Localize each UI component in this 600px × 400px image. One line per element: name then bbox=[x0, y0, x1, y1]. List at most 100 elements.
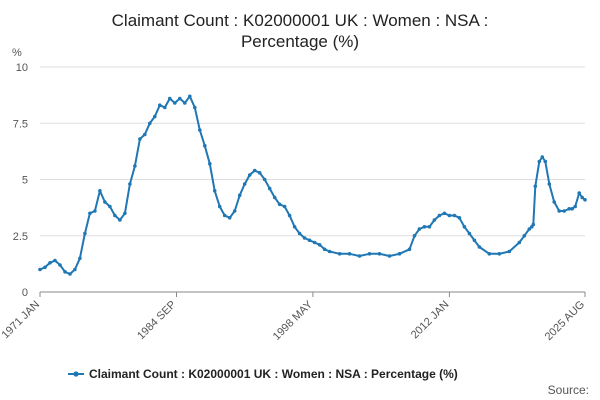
legend-label[interactable]: Claimant Count : K02000001 UK : Women : … bbox=[89, 367, 458, 381]
data-point bbox=[533, 184, 538, 189]
series-layer bbox=[38, 94, 587, 276]
data-point bbox=[247, 173, 252, 177]
data-point bbox=[417, 227, 422, 231]
data-point bbox=[292, 225, 297, 229]
data-point bbox=[457, 216, 462, 220]
chart-title: Claimant Count : K02000001 UK : Women : … bbox=[112, 11, 489, 51]
data-point bbox=[222, 213, 227, 218]
data-point bbox=[83, 231, 87, 236]
data-point bbox=[212, 189, 217, 193]
data-point bbox=[583, 198, 587, 202]
data-point bbox=[48, 261, 52, 265]
data-point bbox=[188, 94, 192, 99]
data-point bbox=[282, 204, 287, 209]
data-point bbox=[168, 96, 172, 101]
data-point bbox=[462, 225, 467, 229]
data-point bbox=[88, 211, 92, 216]
legend-point-marker bbox=[73, 371, 79, 377]
data-point bbox=[577, 191, 581, 195]
data-point bbox=[252, 168, 257, 173]
data-point bbox=[173, 101, 177, 105]
data-point bbox=[227, 216, 232, 220]
data-point bbox=[287, 213, 292, 218]
data-point bbox=[447, 213, 452, 218]
data-point bbox=[58, 263, 62, 267]
data-point bbox=[357, 254, 362, 258]
data-point bbox=[277, 202, 282, 207]
data-point bbox=[412, 234, 417, 238]
data-point bbox=[193, 105, 197, 110]
data-point bbox=[327, 249, 332, 254]
data-point bbox=[547, 182, 552, 186]
data-point bbox=[68, 272, 72, 276]
y-axis-ticks: 0 2.5 5 7.5 10 bbox=[13, 62, 28, 299]
data-point bbox=[158, 103, 162, 107]
data-point bbox=[53, 258, 57, 263]
data-point bbox=[472, 238, 477, 243]
data-point bbox=[422, 225, 427, 229]
data-point bbox=[543, 159, 548, 164]
x-tick-label: 1971 JAN bbox=[0, 299, 42, 342]
y-tick-label: 7.5 bbox=[13, 118, 28, 130]
data-point bbox=[477, 245, 482, 249]
x-tick-label: 1984 SEP bbox=[135, 299, 179, 343]
x-tick-label: 2025 AUG bbox=[543, 299, 587, 343]
data-point bbox=[242, 182, 247, 186]
data-point bbox=[38, 267, 42, 272]
data-point bbox=[178, 96, 182, 101]
data-point bbox=[208, 162, 212, 166]
x-axis-ticks: 1971 JAN 1984 SEP 1998 MAY 2012 JAN 2025 AUG bbox=[0, 292, 587, 343]
data-point bbox=[452, 213, 457, 218]
data-point bbox=[467, 231, 472, 236]
data-point bbox=[93, 209, 97, 213]
data-point bbox=[540, 155, 545, 159]
gridlines bbox=[40, 66, 585, 237]
data-point bbox=[153, 114, 157, 119]
data-point bbox=[377, 252, 382, 256]
data-point bbox=[312, 240, 317, 245]
data-point bbox=[148, 121, 152, 126]
data-point bbox=[507, 249, 512, 254]
data-point bbox=[108, 204, 112, 209]
chart-title-line-2: Percentage (%) bbox=[241, 32, 359, 51]
data-point bbox=[552, 200, 556, 204]
data-point bbox=[580, 195, 584, 200]
data-point bbox=[183, 101, 187, 105]
data-point bbox=[567, 207, 571, 211]
data-point bbox=[557, 209, 561, 213]
data-point bbox=[487, 252, 492, 256]
data-point bbox=[113, 213, 117, 218]
legend[interactable]: Claimant Count : K02000001 UK : Women : … bbox=[68, 367, 458, 381]
data-point bbox=[78, 256, 82, 261]
data-point bbox=[573, 204, 577, 209]
data-point bbox=[432, 218, 437, 222]
data-point bbox=[217, 204, 222, 209]
y-tick-label: 5 bbox=[22, 175, 28, 187]
data-point bbox=[43, 265, 47, 270]
x-tick-label: 2012 JAN bbox=[409, 299, 452, 342]
data-point bbox=[367, 252, 372, 256]
data-point bbox=[302, 236, 307, 240]
data-point bbox=[203, 144, 207, 148]
data-point bbox=[427, 225, 432, 229]
data-point bbox=[442, 211, 447, 216]
data-point bbox=[307, 238, 312, 243]
data-point bbox=[531, 222, 536, 227]
data-point bbox=[437, 213, 442, 218]
chart-title-line-1: Claimant Count : K02000001 UK : Women : … bbox=[112, 11, 489, 30]
data-point bbox=[297, 231, 302, 236]
data-point bbox=[103, 200, 107, 204]
data-point bbox=[138, 137, 142, 141]
data-point bbox=[517, 240, 522, 245]
data-point bbox=[562, 209, 566, 213]
data-point bbox=[570, 207, 574, 211]
data-point bbox=[267, 186, 272, 191]
data-point bbox=[73, 267, 77, 272]
data-point bbox=[63, 270, 67, 274]
data-point bbox=[397, 252, 402, 256]
data-point bbox=[272, 195, 277, 200]
data-point bbox=[123, 211, 127, 216]
x-tick-label: 1998 MAY bbox=[271, 298, 316, 343]
y-tick-label: 10 bbox=[16, 62, 28, 74]
